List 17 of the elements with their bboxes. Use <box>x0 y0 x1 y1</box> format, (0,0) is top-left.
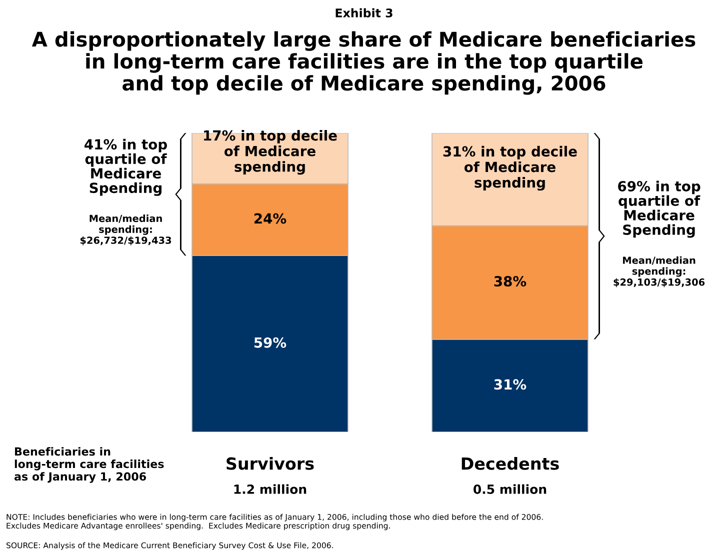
annotation: 69% in top quartile of Medicare Spending <box>618 180 700 238</box>
chart-subtitle: Exhibit 3 <box>336 8 392 18</box>
chart-title: A disproportionately large share of Medicare beneficiaries in long-term care facilities are in the top quartile and top decile of Medicare spending, 2006 <box>32 31 696 95</box>
text: 1.2 million <box>234 484 306 494</box>
annotation: Mean/median spending: $26,732/$19,433 <box>80 214 172 246</box>
data-label: 31% <box>494 379 526 390</box>
text: 0.5 million <box>474 484 546 494</box>
x-axis-title: Beneficiaries in long-term care facilities as of January 1, 2006 <box>14 447 164 483</box>
data-label: 24% <box>254 213 286 224</box>
data-label: 38% <box>494 276 526 287</box>
data-label: 17% in top decile of Medicare spending <box>204 130 337 175</box>
x-tick-label: Survivors <box>226 457 314 470</box>
data-label: 31% in top decile of Medicare spending <box>443 146 577 191</box>
annotation: Mean/median spending: $29,103/$19,306 <box>614 256 705 288</box>
data-label: 59% <box>254 337 286 348</box>
annotation: 41% in top quartile of Medicare Spending <box>84 138 167 196</box>
x-tick-label: Decedents <box>462 457 559 470</box>
